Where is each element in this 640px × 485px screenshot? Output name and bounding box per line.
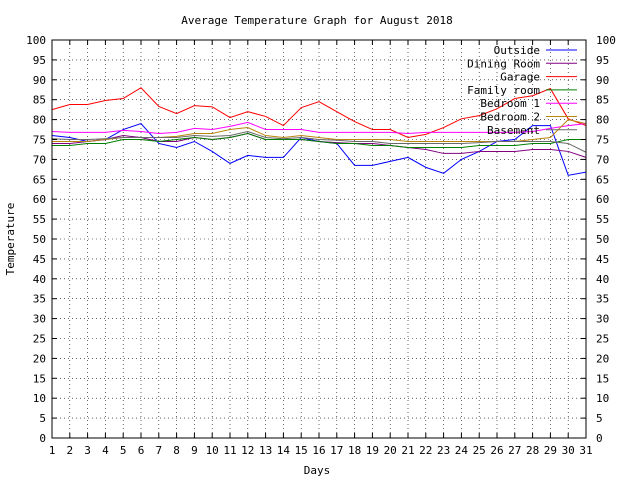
y-tick-label-left: 90 (33, 74, 46, 87)
x-tick-label: 21 (401, 444, 414, 457)
y-tick-label-right: 95 (596, 54, 609, 67)
legend-label-family-room: Family room (467, 84, 540, 97)
legend-label-outside: Outside (494, 44, 540, 57)
x-tick-label: 22 (419, 444, 432, 457)
y-tick-label-left: 0 (39, 432, 46, 445)
x-tick-label: 25 (473, 444, 486, 457)
y-tick-label-right: 50 (596, 233, 609, 246)
y-tick-label-left: 35 (33, 293, 46, 306)
y-tick-label-right: 30 (596, 313, 609, 326)
ticks: 1 2 3 4 5 6 7 8 9 10 11 12 13 14 15 16 17 18 19 20 21 22 23 24 2… (26, 34, 616, 457)
y-tick-label-right: 35 (596, 293, 609, 306)
y-tick-label-right: 65 (596, 173, 609, 186)
x-tick-label: 17 (330, 444, 343, 457)
y-tick-label-left: 25 (33, 333, 46, 346)
y-tick-label-left: 40 (33, 273, 46, 286)
x-tick-label: 9 (191, 444, 198, 457)
x-tick-label: 3 (84, 444, 91, 457)
series-line-garage (51, 87, 587, 139)
y-tick-label-right: 10 (596, 392, 609, 405)
y-tick-label-left: 85 (33, 94, 46, 107)
x-tick-label: 30 (562, 444, 575, 457)
x-tick-label: 16 (312, 444, 325, 457)
y-tick-label-right: 100 (596, 34, 616, 47)
y-tick-label-left: 100 (26, 34, 46, 47)
y-tick-label-left: 55 (33, 213, 46, 226)
x-tick-label: 6 (138, 444, 145, 457)
x-tick-label: 1 (49, 444, 56, 457)
y-tick-label-left: 50 (33, 233, 46, 246)
x-tick-label: 15 (295, 444, 308, 457)
x-tick-label: 27 (508, 444, 521, 457)
y-tick-label-left: 60 (33, 193, 46, 206)
y-tick-label-left: 95 (33, 54, 46, 67)
x-tick-label: 19 (366, 444, 379, 457)
x-tick-label: 12 (241, 444, 254, 457)
y-tick-label-right: 25 (596, 333, 609, 346)
y-tick-label-right: 85 (596, 94, 609, 107)
y-tick-label-right: 55 (596, 213, 609, 226)
x-tick-label: 13 (259, 444, 272, 457)
y-tick-label-right: 75 (596, 134, 609, 147)
y-tick-label-left: 10 (33, 392, 46, 405)
y-tick-label-left: 45 (33, 253, 46, 266)
y-tick-label-right: 90 (596, 74, 609, 87)
series-line-family-room (52, 133, 586, 148)
y-tick-label-right: 0 (596, 432, 603, 445)
y-tick-label-right: 70 (596, 153, 609, 166)
x-tick-label: 23 (437, 444, 450, 457)
y-tick-label-left: 15 (33, 372, 46, 385)
y-tick-label-left: 75 (33, 134, 46, 147)
y-axis-label: Temperature (4, 203, 17, 276)
series-layer (51, 87, 587, 176)
y-tick-label-left: 30 (33, 313, 46, 326)
x-tick-label: 2 (66, 444, 73, 457)
y-tick-label-right: 80 (596, 114, 609, 127)
y-tick-label-right: 40 (596, 273, 609, 286)
y-tick-label-right: 45 (596, 253, 609, 266)
legend-label-basement: Basement (487, 124, 540, 137)
y-tick-label-left: 80 (33, 114, 46, 127)
legend-label-bedroom-1: Bedroom 1 (480, 97, 540, 110)
x-axis-label: Days (304, 464, 331, 477)
chart-title: Average Temperature Graph for August 201… (181, 14, 453, 27)
x-tick-label: 20 (384, 444, 397, 457)
y-tick-label-left: 5 (39, 412, 46, 425)
series-line-bedroom-1 (51, 121, 587, 135)
y-tick-label-right: 20 (596, 352, 609, 365)
x-tick-label: 7 (155, 444, 162, 457)
x-tick-label: 4 (102, 444, 109, 457)
y-tick-label-left: 20 (33, 352, 46, 365)
y-tick-label-right: 15 (596, 372, 609, 385)
y-tick-label-left: 70 (33, 153, 46, 166)
x-tick-label: 28 (526, 444, 539, 457)
legend-label-garage: Garage (500, 71, 540, 84)
x-tick-label: 5 (120, 444, 127, 457)
x-tick-label: 10 (206, 444, 219, 457)
y-tick-label-left: 65 (33, 173, 46, 186)
x-tick-label: 8 (173, 444, 180, 457)
x-tick-label: 11 (223, 444, 236, 457)
x-tick-label: 14 (277, 444, 291, 457)
x-tick-label: 24 (455, 444, 469, 457)
grid (52, 40, 586, 438)
x-tick-label: 29 (544, 444, 557, 457)
y-tick-label-right: 5 (596, 412, 603, 425)
x-tick-label: 26 (490, 444, 503, 457)
x-tick-label: 31 (579, 444, 592, 457)
legend-label-dining-room: Dining Room (467, 57, 540, 70)
y-tick-label-right: 60 (596, 193, 609, 206)
legend-label-bedroom-2: Bedroom 2 (480, 111, 540, 124)
series-line-basement (51, 131, 587, 153)
x-tick-label: 18 (348, 444, 361, 457)
